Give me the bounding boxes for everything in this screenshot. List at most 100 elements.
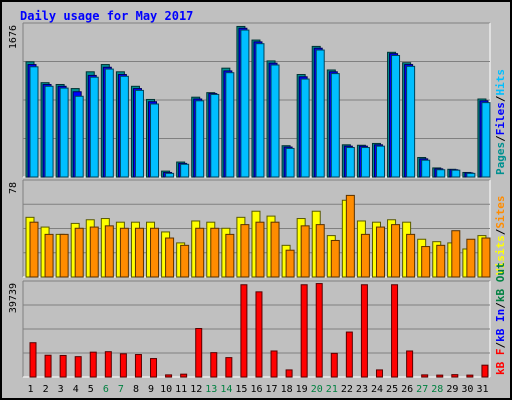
- bar-hits-day-31: [481, 102, 491, 178]
- bar-hits-day-1: [29, 66, 39, 178]
- bar-sites-day-3: [59, 233, 69, 278]
- bar-kb-f-day-5: [89, 351, 97, 378]
- bar-sites-day-30: [466, 238, 476, 278]
- bar-sites-day-1: [29, 221, 39, 278]
- bar-kb-f-day-4: [74, 356, 82, 378]
- x-tick-day-26: 26: [401, 384, 413, 395]
- x-tick-day-18: 18: [281, 384, 293, 395]
- bar-kb-f-day-3: [59, 354, 67, 378]
- x-axis-labels: 1 2 3 4 5 6 7 8 9 10 11 12 13 14 15 16 17 18 19 20 21 22 23 24 2…: [28, 384, 489, 395]
- bar-sites-day-22: [345, 194, 355, 278]
- bar-kb-f-day-14: [225, 357, 233, 378]
- bar-hits-day-21: [330, 73, 340, 178]
- bar-hits-day-8: [134, 89, 144, 178]
- bar-hits-day-27: [421, 159, 431, 178]
- bar-kb-f-day-7: [119, 353, 127, 378]
- x-tick-day-2: 2: [43, 384, 49, 395]
- x-tick-day-1: 1: [28, 384, 34, 395]
- top-legend-label: Pages/Files/Hits: [494, 69, 507, 175]
- x-tick-day-8: 8: [133, 384, 139, 395]
- bar-hits-day-18: [285, 147, 295, 178]
- x-tick-day-24: 24: [371, 384, 383, 395]
- bar-kb-f-day-29: [451, 374, 459, 378]
- bar-sites-day-19: [300, 225, 310, 278]
- bar-sites-day-14: [225, 233, 235, 278]
- bar-sites-day-17: [270, 221, 280, 278]
- x-tick-day-6: 6: [103, 384, 109, 395]
- bar-sites-day-7: [119, 227, 129, 278]
- bar-hits-day-17: [270, 64, 280, 178]
- legend-part: /: [494, 95, 507, 102]
- x-tick-day-4: 4: [73, 384, 79, 395]
- bar-sites-day-16: [255, 221, 265, 278]
- bar-sites-day-18: [285, 249, 295, 278]
- bar-kb-f-day-15: [240, 284, 248, 378]
- bar-kb-f-day-12: [195, 328, 203, 378]
- bar-hits-day-26: [406, 65, 416, 178]
- bar-hits-day-14: [225, 72, 235, 178]
- bar-kb-f-day-21: [330, 352, 338, 378]
- x-tick-day-16: 16: [250, 384, 262, 395]
- bar-hits-day-13: [210, 93, 220, 178]
- bar-hits-day-16: [255, 43, 265, 178]
- bar-hits-day-5: [89, 76, 99, 178]
- x-tick-day-28: 28: [431, 384, 443, 395]
- bar-sites-day-12: [195, 227, 205, 278]
- x-tick-day-15: 15: [235, 384, 247, 395]
- bar-sites-day-6: [104, 225, 114, 278]
- legend-part: kB In: [494, 309, 507, 342]
- x-tick-day-21: 21: [326, 384, 338, 395]
- bar-sites-day-24: [375, 226, 385, 278]
- bar-kb-f-day-10: [165, 374, 173, 378]
- middle-legend-label: Visits/Sites: [494, 196, 507, 276]
- legend-part: /: [494, 228, 507, 235]
- bar-kb-f-day-17: [270, 350, 278, 378]
- bar-kb-f-day-13: [210, 352, 218, 378]
- bar-sites-day-2: [44, 233, 54, 278]
- page-title: Daily usage for May 2017: [20, 9, 194, 23]
- legend-part: Files: [494, 102, 507, 135]
- bar-sites-day-28: [436, 244, 446, 278]
- x-tick-day-12: 12: [190, 384, 202, 395]
- x-tick-day-25: 25: [386, 384, 398, 395]
- bar-hits-day-22: [345, 147, 355, 178]
- x-tick-day-9: 9: [148, 384, 154, 395]
- bar-hits-day-24: [375, 145, 385, 178]
- bar-sites-day-15: [240, 224, 250, 278]
- bar-sites-day-25: [391, 224, 401, 278]
- legend-part: /: [494, 342, 507, 349]
- bar-hits-day-7: [119, 75, 129, 178]
- bar-sites-day-8: [134, 227, 144, 278]
- x-tick-day-31: 31: [476, 384, 488, 395]
- legend-part: kB F: [494, 349, 507, 376]
- x-tick-day-11: 11: [175, 384, 187, 395]
- x-tick-day-14: 14: [220, 384, 232, 395]
- x-tick-day-7: 7: [118, 384, 124, 395]
- bar-kb-f-day-8: [134, 354, 142, 378]
- x-tick-day-20: 20: [311, 384, 323, 395]
- bar-kb-f-day-24: [375, 369, 383, 378]
- bar-sites-day-5: [89, 226, 99, 278]
- x-tick-day-13: 13: [205, 384, 217, 395]
- bar-sites-day-9: [150, 227, 160, 278]
- bar-hits-day-11: [180, 163, 190, 178]
- bar-hits-day-29: [451, 169, 461, 178]
- bar-kb-f-day-26: [406, 350, 414, 378]
- bar-sites-day-4: [74, 227, 84, 278]
- bar-sites-day-26: [406, 233, 416, 278]
- legend-part: Pages: [494, 142, 507, 175]
- bar-sites-day-23: [360, 233, 370, 278]
- x-tick-day-5: 5: [88, 384, 94, 395]
- x-tick-day-22: 22: [341, 384, 353, 395]
- bar-hits-day-3: [59, 87, 69, 178]
- bar-hits-day-2: [44, 85, 54, 178]
- bar-kb-f-day-11: [180, 373, 188, 378]
- legend-part: kB Out: [494, 262, 507, 302]
- bar-hits-day-12: [195, 100, 205, 178]
- bar-hits-day-20: [315, 49, 325, 178]
- bar-kb-f-day-22: [345, 331, 353, 378]
- bar-sites-day-10: [165, 237, 175, 278]
- bar-kb-f-day-23: [360, 284, 368, 378]
- legend-part: /: [494, 302, 507, 309]
